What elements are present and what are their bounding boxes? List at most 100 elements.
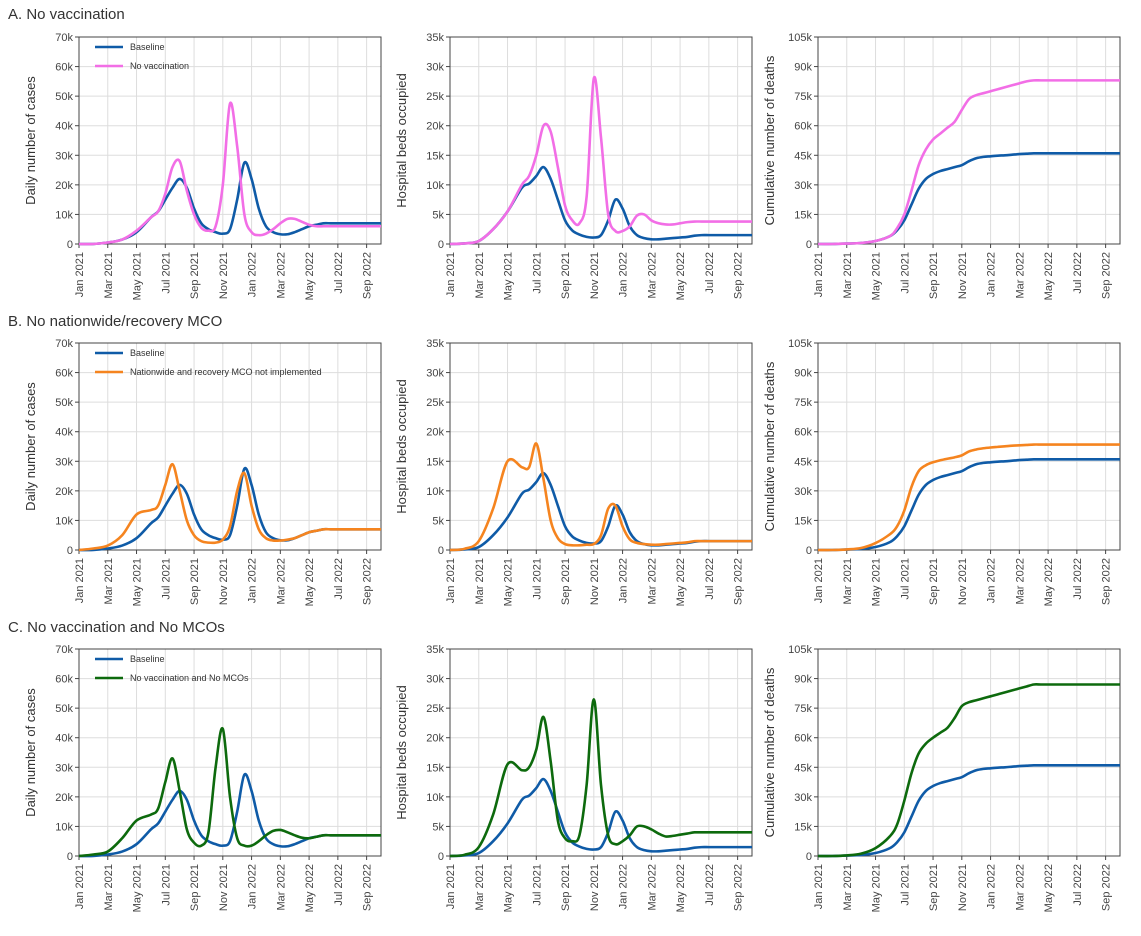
x-tick-label: Nov 2021 bbox=[218, 558, 230, 605]
panel-2-0: 0 10k 20k 30k 40k 50k 60k 70k Jan 2021 Mar 2021 Ma… bbox=[23, 644, 382, 912]
x-tick-label: Sep 2021 bbox=[928, 252, 940, 299]
y-tick-label: 60k bbox=[55, 368, 73, 380]
plot-frame bbox=[449, 342, 753, 551]
x-tick-label: May 2021 bbox=[132, 558, 144, 606]
y-tick-label: 105k bbox=[788, 338, 812, 350]
series-line-baseline bbox=[818, 457, 1120, 552]
y-tick-label: 60k bbox=[55, 674, 73, 686]
y-tick-label: 50k bbox=[55, 703, 73, 715]
x-tick-label: Jan 2021 bbox=[445, 558, 457, 603]
y-tick-label: 105k bbox=[788, 32, 812, 44]
y-tick-label: 0 bbox=[806, 545, 812, 557]
legend-label: Baseline bbox=[130, 42, 165, 52]
series-line-scenario bbox=[79, 727, 381, 858]
x-tick-label: Sep 2022 bbox=[362, 864, 374, 911]
x-tick-label: Jan 2021 bbox=[74, 558, 86, 603]
x-tick-label: Mar 2022 bbox=[646, 558, 658, 604]
y-tick-label: 30k bbox=[426, 368, 444, 380]
x-tick-label: Nov 2021 bbox=[218, 864, 230, 911]
x-tick-label: May 2021 bbox=[132, 864, 144, 912]
y-tick-label: 30k bbox=[794, 792, 812, 804]
x-tick-label: Jan 2021 bbox=[74, 864, 86, 909]
y-tick-label: 10k bbox=[55, 209, 73, 221]
x-tick-label: Mar 2022 bbox=[1014, 864, 1026, 910]
y-tick-label: 70k bbox=[55, 338, 73, 350]
x-tick-label: Mar 2022 bbox=[275, 558, 287, 604]
x-tick-label: May 2022 bbox=[675, 252, 687, 300]
x-tick-label: May 2022 bbox=[675, 864, 687, 912]
y-tick-label: 45k bbox=[794, 150, 812, 162]
x-tick-label: Mar 2022 bbox=[275, 864, 287, 910]
x-tick-label: Jul 2022 bbox=[333, 252, 345, 294]
y-tick-label: 15k bbox=[794, 821, 812, 833]
x-tick-label: Mar 2021 bbox=[103, 864, 115, 910]
plot-frame bbox=[817, 342, 1121, 551]
x-tick-label: Jul 2022 bbox=[1072, 864, 1084, 906]
y-tick-label: 40k bbox=[55, 121, 73, 133]
y-tick-label: 25k bbox=[426, 703, 444, 715]
x-tick-label: Jan 2021 bbox=[813, 558, 825, 603]
y-tick-label: 40k bbox=[55, 427, 73, 439]
x-tick-label: Jul 2021 bbox=[160, 558, 172, 600]
y-tick-label: 0 bbox=[438, 851, 444, 863]
x-tick-label: Jan 2022 bbox=[986, 558, 998, 603]
x-tick-label: Mar 2021 bbox=[474, 252, 486, 298]
x-tick-label: Mar 2022 bbox=[646, 864, 658, 910]
x-tick-label: Nov 2021 bbox=[957, 864, 969, 911]
x-tick-label: Nov 2021 bbox=[218, 252, 230, 299]
panel-1-1: 0 5k 10k 15k 20k 25k 30k 35k Jan 2021 Mar 2021 May… bbox=[394, 338, 753, 606]
y-axis-label: Daily number of cases bbox=[23, 76, 38, 205]
x-tick-label: Jul 2021 bbox=[899, 864, 911, 906]
x-tick-label: Sep 2022 bbox=[1101, 558, 1113, 605]
x-tick-label: Jan 2022 bbox=[618, 864, 630, 909]
y-tick-label: 20k bbox=[55, 180, 73, 192]
x-tick-label: Jan 2021 bbox=[445, 252, 457, 297]
panel-0-2: 0 15k 30k 45k 60k 75k 90k 105k Jan 2021 Mar 2021 M… bbox=[762, 32, 1121, 300]
x-tick-label: May 2022 bbox=[304, 558, 316, 606]
x-tick-label: May 2022 bbox=[304, 864, 316, 912]
x-tick-label: Jan 2022 bbox=[247, 864, 259, 909]
y-tick-label: 5k bbox=[432, 821, 444, 833]
x-tick-label: May 2021 bbox=[503, 864, 515, 912]
y-axis-label: Daily number of cases bbox=[23, 382, 38, 511]
y-tick-label: 15k bbox=[426, 456, 444, 468]
x-tick-label: Jul 2021 bbox=[531, 558, 543, 600]
panel-1-2: 0 15k 30k 45k 60k 75k 90k 105k Jan 2021 Mar 2021 M… bbox=[762, 338, 1121, 606]
y-tick-label: 30k bbox=[426, 62, 444, 74]
y-tick-label: 70k bbox=[55, 644, 73, 656]
series-line-baseline bbox=[79, 466, 381, 552]
legend-label: Nationwide and recovery MCO not implemen… bbox=[130, 367, 322, 377]
x-tick-label: Sep 2021 bbox=[560, 864, 572, 911]
y-axis-label: Cumulative number of deaths bbox=[762, 667, 777, 837]
row-title-c: C. No vaccination and No MCOs bbox=[8, 619, 225, 636]
x-tick-label: Jul 2022 bbox=[1072, 558, 1084, 600]
y-axis-label: Cumulative number of deaths bbox=[762, 361, 777, 531]
x-tick-label: Jul 2022 bbox=[704, 252, 716, 294]
y-tick-label: 0 bbox=[806, 239, 812, 251]
x-tick-label: Sep 2022 bbox=[733, 252, 745, 299]
series-line-scenario bbox=[450, 442, 752, 552]
y-tick-label: 60k bbox=[794, 121, 812, 133]
y-axis-label: Hospital beds occupied bbox=[394, 685, 409, 819]
series-line-baseline bbox=[818, 151, 1120, 246]
legend-label: No vaccination bbox=[130, 61, 189, 71]
y-tick-label: 75k bbox=[794, 703, 812, 715]
y-tick-label: 35k bbox=[426, 338, 444, 350]
x-tick-label: May 2021 bbox=[503, 252, 515, 300]
x-tick-label: May 2021 bbox=[871, 558, 883, 606]
y-tick-label: 5k bbox=[432, 209, 444, 221]
x-tick-label: Mar 2022 bbox=[1014, 252, 1026, 298]
y-axis-label: Hospital beds occupied bbox=[394, 379, 409, 513]
x-tick-label: Jul 2021 bbox=[531, 864, 543, 906]
x-tick-label: Mar 2022 bbox=[646, 252, 658, 298]
x-tick-label: Sep 2021 bbox=[928, 558, 940, 605]
x-tick-label: Jul 2022 bbox=[333, 864, 345, 906]
y-tick-label: 50k bbox=[55, 397, 73, 409]
x-tick-label: Jan 2021 bbox=[74, 252, 86, 297]
x-tick-label: Jan 2021 bbox=[445, 864, 457, 909]
x-tick-label: Jul 2021 bbox=[899, 558, 911, 600]
series-line-baseline bbox=[818, 763, 1120, 858]
plot-frame bbox=[449, 648, 753, 857]
panel-1-0: 0 10k 20k 30k 40k 50k 60k 70k Jan 2021 Mar 2021 Ma… bbox=[23, 338, 382, 606]
